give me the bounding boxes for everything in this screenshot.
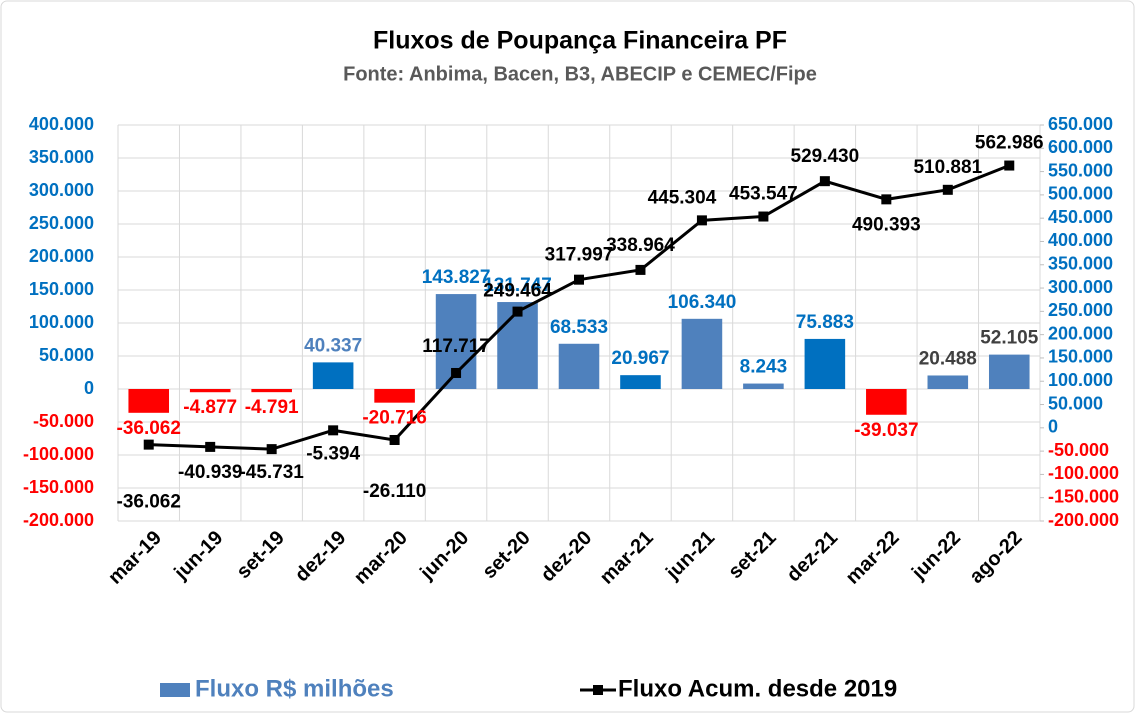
y2-tick-label: 650.000 — [1048, 114, 1113, 134]
line-marker — [696, 215, 707, 226]
y2-tick-label: 400.000 — [1048, 230, 1113, 250]
y2-tick-label: 500.000 — [1048, 184, 1113, 204]
bar-value-label: 52.105 — [980, 328, 1039, 349]
line-value-label: -5.394 — [306, 443, 360, 464]
line-value-label: -45.731 — [239, 462, 304, 483]
line-marker — [819, 176, 830, 187]
line-marker — [266, 444, 277, 455]
bar-value-label: 143.827 — [422, 267, 491, 288]
chart-title: Fluxos de Poupança Financeira PF — [373, 27, 787, 55]
line-value-label: 562.986 — [975, 133, 1044, 154]
bar — [558, 343, 600, 389]
line-value-label: 445.304 — [648, 187, 717, 208]
bar-value-label: 8.243 — [740, 357, 788, 378]
bar — [620, 375, 661, 389]
bar-value-label: -36.062 — [117, 418, 181, 439]
bar-value-label: 20.488 — [919, 348, 977, 369]
y-tick-label: -200.000 — [23, 510, 94, 530]
y2-tick-label: 0 — [1048, 417, 1058, 437]
line-marker — [942, 184, 953, 195]
line-value-label: -40.939 — [178, 462, 242, 483]
y2-tick-label: -100.000 — [1048, 463, 1119, 483]
line-value-label: 529.430 — [791, 146, 860, 167]
bar-value-label: 68.533 — [550, 317, 608, 338]
y2-tick-label: 600.000 — [1048, 137, 1113, 157]
y2-tick-label: 100.000 — [1048, 370, 1113, 390]
chart-subtitle: Fonte: Anbima, Bacen, B3, ABECIP e CEMEC… — [343, 63, 817, 85]
line-marker — [635, 264, 646, 275]
bar — [743, 383, 784, 389]
bar — [251, 389, 292, 393]
bar-value-label: 75.883 — [796, 312, 854, 333]
line-value-label: 117.717 — [422, 336, 490, 357]
line-value-label: 490.393 — [852, 214, 921, 235]
legend-marker — [593, 685, 603, 695]
bar-value-label: 40.337 — [304, 335, 362, 356]
y2-tick-label: 550.000 — [1048, 160, 1113, 180]
y-tick-label: 400.000 — [29, 114, 94, 134]
line-marker — [389, 434, 400, 445]
line-value-label: 249.464 — [483, 281, 552, 302]
legend-label: Fluxo Acum. desde 2019 — [618, 675, 897, 702]
y2-tick-label: -200.000 — [1048, 510, 1119, 530]
y-tick-label: -50.000 — [33, 411, 94, 431]
y-tick-label: 350.000 — [29, 147, 94, 167]
y2-tick-label: -50.000 — [1048, 440, 1109, 460]
line-marker — [758, 211, 769, 222]
bar — [128, 389, 170, 413]
y2-tick-label: 50.000 — [1048, 393, 1103, 413]
y-tick-label: -100.000 — [23, 444, 94, 464]
bar-value-label: -20.716 — [362, 408, 426, 429]
bar-value-label: 20.967 — [611, 348, 669, 369]
line-marker — [205, 441, 216, 452]
y-tick-label: 150.000 — [29, 279, 94, 299]
legend-swatch — [160, 683, 190, 697]
y2-tick-label: 150.000 — [1048, 347, 1113, 367]
line-value-label: 338.964 — [606, 235, 675, 256]
bar-value-label: -4.877 — [183, 397, 237, 418]
bar — [189, 389, 231, 393]
line-value-label: -36.062 — [117, 492, 181, 513]
bar — [988, 354, 1030, 389]
y2-tick-label: 200.000 — [1048, 323, 1113, 343]
y-tick-label: 300.000 — [29, 180, 94, 200]
y2-tick-label: 450.000 — [1048, 207, 1113, 227]
line-marker — [328, 425, 339, 436]
bar-value-label: 106.340 — [668, 292, 737, 313]
bar — [804, 338, 846, 389]
bar — [681, 318, 723, 389]
line-value-label: 453.547 — [729, 184, 798, 205]
line-value-label: 317.997 — [545, 245, 614, 266]
line-marker — [143, 439, 154, 450]
bar-value-label: -4.791 — [245, 397, 299, 418]
y2-tick-label: 300.000 — [1048, 277, 1113, 297]
legend-label: Fluxo R$ milhões — [195, 675, 394, 702]
y2-tick-label: 250.000 — [1048, 300, 1113, 320]
line-value-label: -26.110 — [363, 481, 426, 502]
line-value-label: 510.881 — [913, 157, 982, 178]
bar — [866, 389, 907, 415]
y-tick-label: 0 — [84, 378, 94, 398]
bar-value-label: 131.747 — [483, 275, 552, 296]
y-tick-label: -150.000 — [23, 477, 94, 497]
y2-tick-label: -150.000 — [1048, 486, 1119, 506]
y-tick-label: 50.000 — [39, 345, 94, 365]
line-marker — [881, 194, 892, 205]
y-tick-label: 250.000 — [29, 213, 94, 233]
bar-value-label: -39.037 — [854, 420, 918, 441]
bar — [927, 375, 969, 389]
line-marker — [1004, 160, 1015, 171]
line-marker — [574, 274, 584, 285]
bar — [374, 389, 415, 403]
line-marker — [512, 306, 523, 317]
bar — [312, 362, 354, 389]
y2-tick-label: 350.000 — [1048, 254, 1113, 274]
line-marker — [451, 367, 462, 378]
y-tick-label: 200.000 — [29, 246, 94, 266]
y-tick-label: 100.000 — [29, 312, 94, 332]
